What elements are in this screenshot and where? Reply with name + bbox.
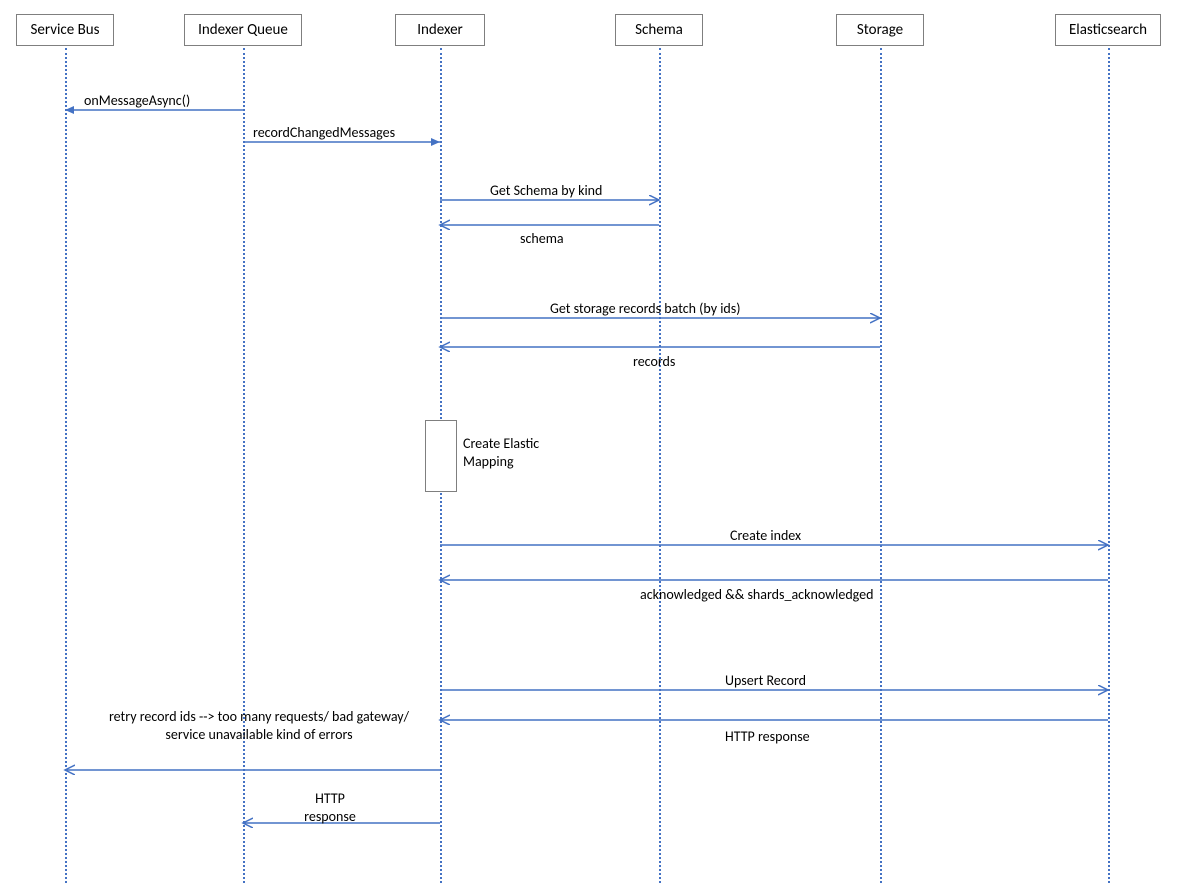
message-label-8: Upsert Record	[725, 672, 806, 689]
message-label-0: onMessageAsync()	[84, 92, 190, 109]
message-label-7: acknowledged && shards_acknowledged	[640, 586, 873, 603]
message-label-4: Get storage records batch (by ids)	[550, 300, 740, 317]
arrows-layer	[0, 0, 1200, 883]
message-label-3: schema	[520, 230, 564, 247]
activation-label: Create Elastic Mapping	[463, 435, 573, 470]
participant-svcbus: Service Bus	[16, 14, 114, 46]
participant-elastic: Elasticsearch	[1055, 14, 1161, 46]
message-label-9: HTTP response	[725, 728, 810, 745]
message-label-10: retry record ids --> too many requests/ …	[94, 708, 424, 743]
participant-queue: Indexer Queue	[184, 14, 302, 46]
participant-storage: Storage	[836, 14, 924, 46]
participant-indexer: Indexer	[395, 14, 485, 46]
message-label-11: HTTP response	[290, 790, 370, 825]
lifeline-schema	[659, 48, 661, 883]
message-label-6: Create index	[730, 527, 801, 544]
sequence-diagram: Service Bus Indexer Queue Indexer Schema Sto…	[0, 0, 1200, 883]
message-label-1: recordChangedMessages	[253, 124, 395, 141]
lifeline-svcbus	[65, 48, 67, 883]
lifeline-elastic	[1108, 48, 1110, 883]
message-label-2: Get Schema by kind	[490, 182, 602, 199]
participant-schema: Schema	[615, 14, 703, 46]
lifeline-queue	[243, 48, 245, 883]
activation-box	[425, 420, 457, 492]
message-label-5: records	[633, 353, 675, 370]
lifeline-storage	[880, 48, 882, 883]
